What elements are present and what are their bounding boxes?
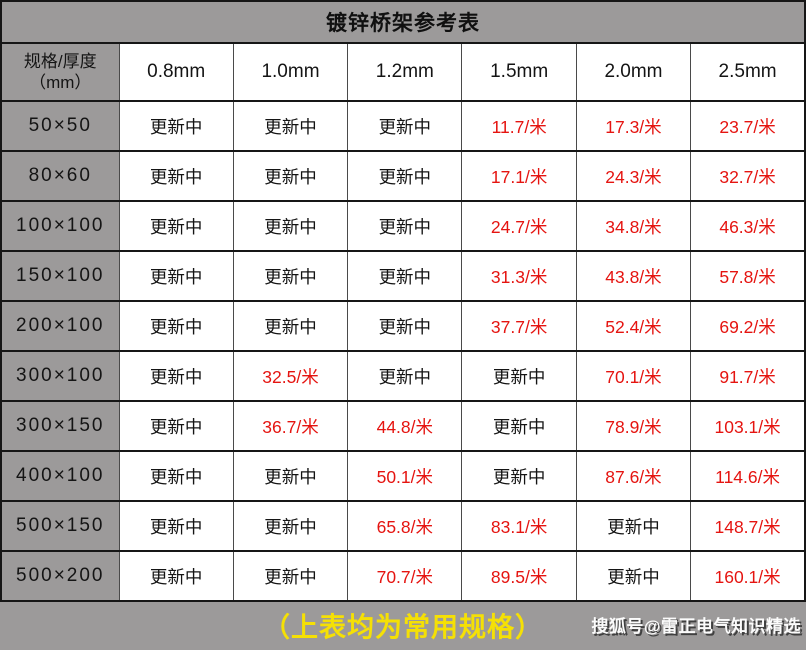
table-row: 400×100 更新中 更新中 50.1/米 更新中 87.6/米 114.6/米 (0, 450, 806, 502)
price-cell: 65.8/米 (347, 500, 463, 552)
price-cell: 70.7/米 (347, 550, 463, 602)
price-cell: 34.8/米 (575, 200, 692, 252)
table-row: 300×150 更新中 36.7/米 44.8/米 更新中 78.9/米 103.1/米 (0, 400, 806, 452)
col-header-0-8mm: 0.8mm (118, 42, 234, 102)
price-cell: 更新中 (232, 150, 349, 202)
price-cell: 148.7/米 (690, 500, 806, 552)
price-cell: 更新中 (347, 350, 463, 402)
row-spec: 300×100 (0, 350, 120, 402)
price-cell: 31.3/米 (461, 250, 577, 302)
price-cell: 17.3/米 (575, 100, 692, 152)
price-cell: 70.1/米 (575, 350, 692, 402)
price-cell: 83.1/米 (461, 500, 577, 552)
price-cell: 更新中 (118, 300, 234, 352)
price-cell: 46.3/米 (690, 200, 806, 252)
row-spec: 300×150 (0, 400, 120, 452)
price-cell: 更新中 (118, 200, 234, 252)
price-cell: 11.7/米 (461, 100, 577, 152)
price-cell: 更新中 (118, 550, 234, 602)
price-cell: 103.1/米 (690, 400, 806, 452)
price-cell: 更新中 (347, 100, 463, 152)
price-cell: 更新中 (118, 100, 234, 152)
table-row: 150×100 更新中 更新中 更新中 31.3/米 43.8/米 57.8/米 (0, 250, 806, 302)
price-cell: 91.7/米 (690, 350, 806, 402)
price-cell: 更新中 (232, 200, 349, 252)
price-cell: 更新中 (118, 500, 234, 552)
row-spec: 200×100 (0, 300, 120, 352)
col-header-1-2mm: 1.2mm (347, 42, 463, 102)
row-spec: 100×100 (0, 200, 120, 252)
col-header-1-5mm: 1.5mm (461, 42, 577, 102)
price-cell: 更新中 (232, 500, 349, 552)
price-cell: 更新中 (232, 550, 349, 602)
price-cell: 23.7/米 (690, 100, 806, 152)
price-cell: 更新中 (575, 550, 692, 602)
table-header-row: 规格/厚度 （mm） 0.8mm 1.0mm 1.2mm 1.5mm 2.0mm… (0, 42, 806, 102)
price-cell: 36.7/米 (232, 400, 349, 452)
price-cell: 更新中 (232, 100, 349, 152)
row-spec: 500×200 (0, 550, 120, 602)
price-cell: 更新中 (461, 400, 577, 452)
row-spec: 150×100 (0, 250, 120, 302)
table-row: 200×100 更新中 更新中 更新中 37.7/米 52.4/米 69.2/米 (0, 300, 806, 352)
price-cell: 更新中 (575, 500, 692, 552)
price-cell: 更新中 (232, 300, 349, 352)
price-cell: 32.5/米 (232, 350, 349, 402)
price-cell: 57.8/米 (690, 250, 806, 302)
footer-note: （上表均为常用规格） (263, 612, 543, 643)
price-cell: 44.8/米 (347, 400, 463, 452)
table-row: 100×100 更新中 更新中 更新中 24.7/米 34.8/米 46.3/米 (0, 200, 806, 252)
price-cell: 32.7/米 (690, 150, 806, 202)
price-cell: 69.2/米 (690, 300, 806, 352)
col-header-1-0mm: 1.0mm (232, 42, 349, 102)
price-cell: 更新中 (347, 200, 463, 252)
row-spec: 500×150 (0, 500, 120, 552)
price-cell: 37.7/米 (461, 300, 577, 352)
price-cell: 更新中 (118, 400, 234, 452)
price-cell: 更新中 (118, 250, 234, 302)
watermark: 搜狐号@雷正电气知识精选 (591, 617, 801, 636)
table-row: 500×200 更新中 更新中 70.7/米 89.5/米 更新中 160.1/米 (0, 550, 806, 602)
row-spec: 400×100 (0, 450, 120, 502)
price-cell: 17.1/米 (461, 150, 577, 202)
price-cell: 89.5/米 (461, 550, 577, 602)
price-cell: 更新中 (347, 250, 463, 302)
row-spec: 50×50 (0, 100, 120, 152)
footer-band: （上表均为常用规格） 搜狐号@雷正电气知识精选 (0, 600, 806, 650)
price-cell: 24.7/米 (461, 200, 577, 252)
price-cell: 52.4/米 (575, 300, 692, 352)
table-row: 300×100 更新中 32.5/米 更新中 更新中 70.1/米 91.7/米 (0, 350, 806, 402)
price-cell: 160.1/米 (690, 550, 806, 602)
price-cell: 43.8/米 (575, 250, 692, 302)
price-cell: 24.3/米 (575, 150, 692, 202)
col-header-2-0mm: 2.0mm (575, 42, 692, 102)
table-row: 80×60 更新中 更新中 更新中 17.1/米 24.3/米 32.7/米 (0, 150, 806, 202)
price-cell: 更新中 (232, 250, 349, 302)
price-cell: 114.6/米 (690, 450, 806, 502)
table-title-row: 镀锌桥架参考表 (0, 0, 806, 44)
price-table: 镀锌桥架参考表 规格/厚度 （mm） 0.8mm 1.0mm 1.2mm 1.5… (0, 0, 806, 602)
price-cell: 更新中 (118, 450, 234, 502)
price-cell: 更新中 (118, 350, 234, 402)
table-title: 镀锌桥架参考表 (0, 0, 806, 44)
price-cell: 更新中 (347, 150, 463, 202)
price-cell: 更新中 (232, 450, 349, 502)
table-body: 50×50 更新中 更新中 更新中 11.7/米 17.3/米 23.7/米 80×60 更新中… (0, 100, 806, 602)
price-cell: 更新中 (347, 300, 463, 352)
price-cell: 78.9/米 (575, 400, 692, 452)
corner-header-line2: （mm） (29, 73, 92, 92)
col-header-2-5mm: 2.5mm (690, 42, 806, 102)
price-cell: 87.6/米 (575, 450, 692, 502)
row-spec: 80×60 (0, 150, 120, 202)
table-row: 50×50 更新中 更新中 更新中 11.7/米 17.3/米 23.7/米 (0, 100, 806, 152)
price-cell: 更新中 (461, 450, 577, 502)
table-row: 500×150 更新中 更新中 65.8/米 83.1/米 更新中 148.7/米 (0, 500, 806, 552)
corner-header: 规格/厚度 （mm） (0, 42, 120, 102)
price-cell: 更新中 (118, 150, 234, 202)
price-cell: 更新中 (461, 350, 577, 402)
price-cell: 50.1/米 (347, 450, 463, 502)
corner-header-line1: 规格/厚度 (23, 51, 97, 71)
